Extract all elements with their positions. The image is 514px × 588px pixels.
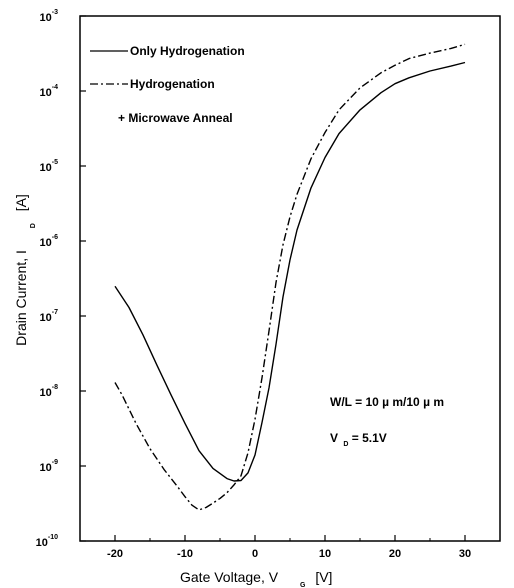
y-tick-label: 10-4 xyxy=(40,84,59,99)
x-tick-label: 10 xyxy=(319,548,331,560)
y-axis-title-unit: [A] xyxy=(13,194,29,211)
x-tick-label: 30 xyxy=(459,548,471,560)
x-axis-title-subscript: G xyxy=(300,582,306,588)
y-axis-ticks: 10-3 10-4 10-5 10-6 10-7 10-8 10-9 10-10 xyxy=(36,9,86,549)
series-line-hydrogenation-microwave-anneal xyxy=(114,43,466,511)
legend: Only Hydrogenation Hydrogenation + Micro… xyxy=(90,44,245,125)
x-tick-label: -20 xyxy=(107,548,123,560)
y-tick-label: 10-9 xyxy=(40,459,59,474)
series-line-only-hydrogenation xyxy=(114,61,466,482)
annotation-vd-subscript: D xyxy=(343,441,348,448)
annotation-w-l-ratio: W/L = 10 µ m/10 µ m xyxy=(330,395,444,409)
plot-area-border xyxy=(79,15,501,542)
curves xyxy=(114,43,466,511)
x-tick-label: 20 xyxy=(389,548,401,560)
annotation-vd-main: V xyxy=(330,431,338,445)
y-tick-label: 10-6 xyxy=(40,234,59,249)
annotation-vd-value: = 5.1V xyxy=(352,431,387,445)
legend-label-only-hydrogenation: Only Hydrogenation xyxy=(130,44,245,58)
y-tick-label: 10-10 xyxy=(36,534,58,549)
legend-label-microwave-anneal: + Microwave Anneal xyxy=(118,111,233,125)
x-axis-title-main: Gate Voltage, V xyxy=(180,569,279,585)
annotation-drain-voltage: V D = 5.1V xyxy=(330,431,387,449)
x-axis-title-unit: [V] xyxy=(315,569,332,585)
y-tick-label: 10-7 xyxy=(40,309,59,324)
y-axis-title-main: Drain Current, I xyxy=(13,250,29,346)
y-tick-label: 10-5 xyxy=(40,159,59,174)
x-axis-ticks: -20 -10 0 10 20 30 xyxy=(79,535,501,560)
x-tick-label: -10 xyxy=(177,548,193,560)
y-tick-label: 10-3 xyxy=(40,9,59,24)
y-tick-label: 10-8 xyxy=(40,384,59,399)
legend-label-hydrogenation: Hydrogenation xyxy=(130,77,215,91)
y-axis-title: Drain Current, I D [A] xyxy=(13,194,38,346)
x-tick-label: 0 xyxy=(252,548,258,560)
x-axis-title: Gate Voltage, V G [V] xyxy=(180,569,332,588)
y-axis-title-subscript: D xyxy=(30,223,37,228)
plot-frame xyxy=(79,15,501,542)
